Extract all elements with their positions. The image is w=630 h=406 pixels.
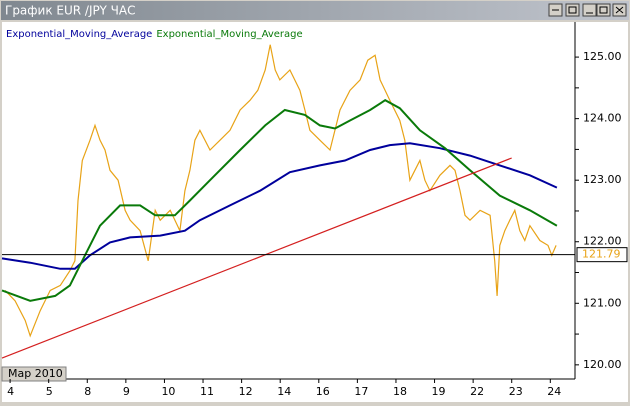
x-tick-label: 12 (239, 385, 253, 398)
legend: Exponential_Moving_Average Exponential_Mo… (6, 29, 303, 40)
x-tick-label: 9 (123, 385, 130, 398)
period-label: Мар 2010 (8, 367, 63, 380)
y-tick-label: 121.00 (583, 296, 622, 309)
x-tick-label: 14 (277, 385, 291, 398)
legend-entry: Exponential_Moving_Average (6, 29, 152, 40)
x-tick-label: 11 (200, 385, 214, 398)
x-tick-label: 5 (46, 385, 53, 398)
price-label: 121.79 (582, 248, 621, 261)
window-buttons[interactable] (548, 3, 627, 17)
price-line (1, 157, 512, 359)
chart-area (2, 22, 628, 402)
y-tick-label: 120.00 (583, 358, 622, 371)
x-tick-label: 16 (316, 385, 330, 398)
x-tick-label: 22 (470, 385, 484, 398)
button-maximize[interactable] (596, 3, 611, 17)
y-tick-label: 122.00 (583, 235, 622, 248)
legend-entry: Exponential_Moving_Average (156, 29, 302, 40)
x-tick-label: 24 (547, 385, 561, 398)
button-minimize[interactable] (582, 3, 597, 17)
button-tile[interactable] (565, 3, 580, 17)
button-icons (552, 6, 624, 14)
x-tick-label: 10 (161, 385, 175, 398)
y-tick-label: 124.00 (583, 112, 622, 125)
ema-line (1, 99, 558, 302)
x-tick-label: 8 (84, 385, 91, 398)
y-tick-label: 123.00 (583, 173, 622, 186)
plot (1, 44, 575, 359)
title-bar (1, 1, 629, 20)
y-tick-label: 125.00 (583, 50, 622, 63)
x-tick-label: 4 (7, 385, 14, 398)
period-box (1, 366, 67, 382)
x-tick-label: 17 (354, 385, 368, 398)
x-tick-label: 18 (393, 385, 407, 398)
window-title: График EUR /JPY ЧАС (5, 4, 135, 18)
x-tick-label: 23 (509, 385, 523, 398)
x-tick-label: 19 (432, 385, 446, 398)
price-line (4, 44, 557, 338)
ema-line (1, 142, 558, 270)
price-label-box (576, 247, 628, 263)
